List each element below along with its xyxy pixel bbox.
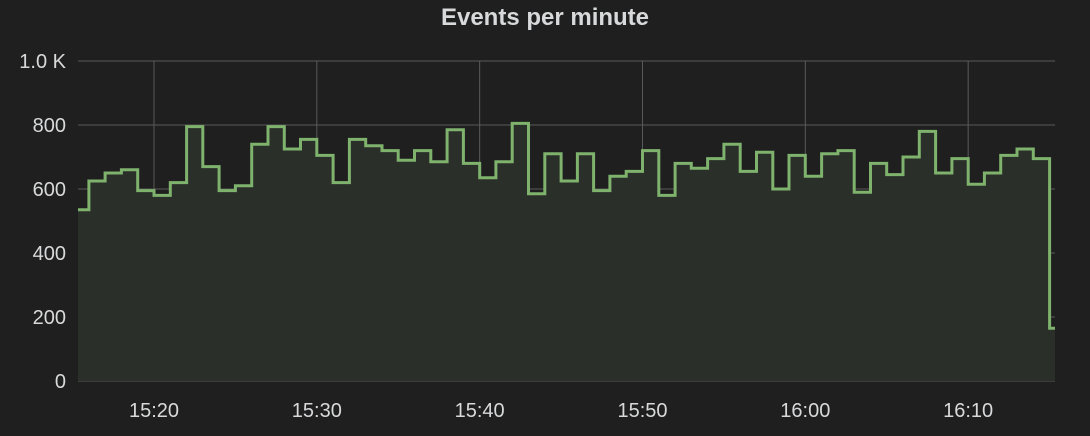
- x-axis-labels: 15:20 15:30 15:40 15:50 16:00 16:10: [129, 400, 993, 422]
- series-line: [78, 121, 1055, 330]
- panel-title: Events per minute: [440, 4, 650, 31]
- x-tick-label: 16:00: [780, 400, 830, 422]
- x-tick-label: 15:50: [617, 400, 667, 422]
- y-tick-label: 800: [33, 115, 66, 137]
- series-fill-area: [78, 123, 1055, 382]
- x-tick-label: 15:30: [292, 400, 342, 422]
- x-tick-label: 16:10: [943, 400, 993, 422]
- x-tick-label: 15:40: [455, 400, 505, 422]
- x-tick-label: 15:20: [129, 400, 179, 422]
- y-axis-labels: 0 200 400 600 800 1.0 K: [19, 51, 66, 393]
- y-tick-label: 200: [33, 307, 66, 329]
- y-tick-label: 600: [33, 179, 66, 201]
- y-tick-label: 0: [55, 371, 66, 393]
- y-tick-label: 400: [33, 243, 66, 265]
- y-tick-label: 1.0 K: [19, 51, 66, 73]
